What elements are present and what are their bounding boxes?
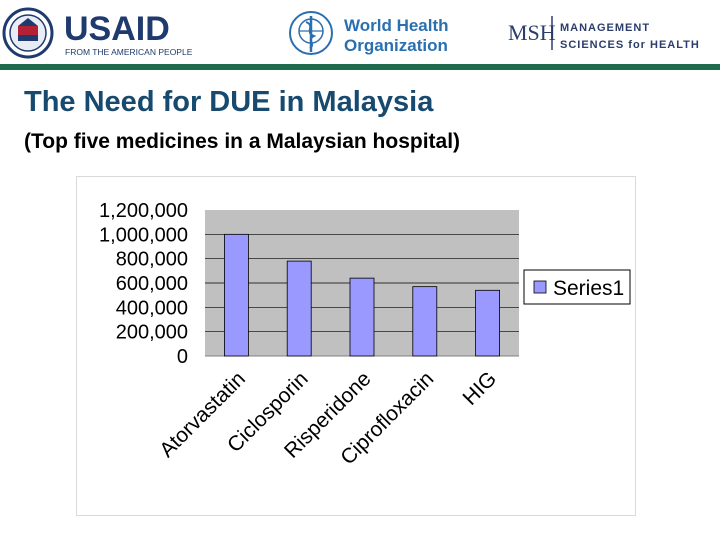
msh-name-line2: SCIENCES for HEALTH [560,39,700,51]
bar [475,289,501,357]
y-tick-label: 1,000,000 [99,224,188,246]
msh-name-line1: MANAGEMENT [560,22,650,34]
y-tick-label: 800,000 [116,249,188,271]
msh-logo: MSH [508,20,556,45]
y-tick-label: 400,000 [116,297,188,319]
logo-band: USAID FROM THE AMERICAN PEOPLE World Hea… [2,7,700,59]
y-tick-label: 0 [177,346,188,368]
who-emblem-icon [289,11,333,55]
legend-box [523,269,631,305]
legend: Series1 [523,269,631,305]
bar [349,277,375,357]
slide-title: The Need for DUE in Malaysia [24,86,434,118]
y-tick-label: 1,200,000 [99,200,188,222]
legend-swatch [533,280,547,294]
y-tick-label: 600,000 [116,273,188,295]
bar [223,233,249,357]
usaid-seal-icon [2,7,54,59]
bar [286,260,312,357]
who-name-line1: World Health [344,16,449,35]
who-name-line2: Organization [344,36,448,55]
usaid-wordmark: USAID [64,10,170,48]
legend-label: Series1 [553,277,624,300]
header-divider [0,64,720,70]
y-tick-label: 200,000 [116,322,188,344]
usaid-tagline: FROM THE AMERICAN PEOPLE [65,47,193,57]
slide-subtitle: (Top five medicines in a Malaysian hospi… [24,130,461,153]
bar [412,286,438,357]
